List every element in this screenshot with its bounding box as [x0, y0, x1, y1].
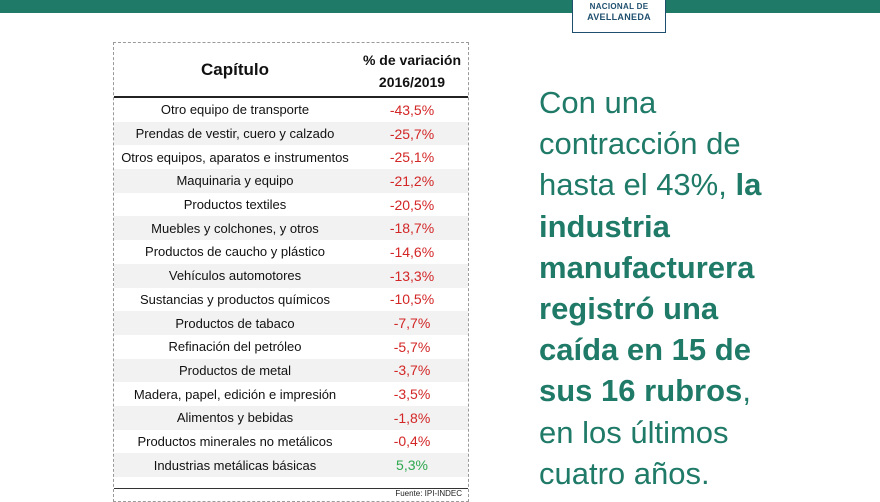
row-chapter: Sustancias y productos químicos	[139, 291, 331, 307]
header-variation-line1: % de variación	[362, 52, 462, 68]
headline-normal: Con una	[539, 85, 657, 120]
logo-line-2: AVELLANEDA	[587, 12, 651, 22]
table-row: Vehículos automotores -13,3%	[114, 263, 468, 288]
table-row: Otros equipos, aparatos e instrumentos -2…	[114, 145, 468, 169]
header-variation-line2: 2016/2019	[378, 74, 446, 90]
headline-line: caída en 15 de	[539, 329, 869, 370]
row-value: -21,2%	[389, 172, 435, 189]
table-row: Productos textiles -20,5%	[114, 193, 468, 217]
headline-line: registró una	[539, 288, 869, 329]
table-header: Capítulo % de variación 2016/2019	[114, 43, 468, 98]
table-row: Productos de caucho y plástico -14,6%	[114, 240, 468, 264]
headline-text: Con una contracción de hasta el 43%, la ind…	[539, 82, 869, 494]
university-logo: NACIONAL DE AVELLANEDA	[572, 0, 666, 33]
row-chapter: Productos textiles	[183, 197, 287, 213]
table-row: Maquinaria y equipo -21,2%	[114, 169, 468, 193]
headline-bold: la	[735, 167, 762, 203]
headline-normal: contracción de	[539, 126, 741, 162]
logo-line-1: NACIONAL DE	[589, 2, 649, 11]
row-value: -25,1%	[389, 149, 435, 166]
table-row: Alimentos y bebidas -1,8%	[114, 405, 468, 430]
headline-line: industria	[539, 206, 869, 247]
row-value: -0,4%	[393, 433, 431, 450]
header-variation: % de variación 2016/2019	[356, 49, 468, 93]
row-value: -10,5%	[389, 291, 435, 308]
row-value: -20,5%	[389, 196, 435, 213]
row-chapter: Maquinaria y equipo	[176, 173, 294, 189]
headline-line: Con una	[539, 82, 869, 123]
header-chapter: Capítulo	[201, 59, 269, 79]
row-chapter: Productos de caucho y plástico	[145, 244, 325, 260]
row-chapter: Prendas de vestir, cuero y calzado	[135, 126, 335, 142]
headline-bold: sus 16 rubros	[539, 373, 743, 409]
headline-line: manufacturera	[539, 247, 869, 288]
table-row: Muebles y colchones, y otros -18,7%	[114, 216, 468, 241]
table-body: Otro equipo de transporte -43,5% Prendas d…	[114, 98, 468, 477]
row-chapter: Madera, papel, edición e impresión	[133, 386, 337, 402]
row-value: -43,5%	[389, 101, 435, 118]
row-value: -3,7%	[393, 362, 431, 379]
row-chapter: Industrias metálicas básicas	[153, 457, 317, 473]
headline-bold: manufacturera	[539, 249, 755, 285]
headline-line: en los últimos	[539, 412, 869, 453]
top-bar	[0, 0, 880, 13]
table-row: Sustancias y productos químicos -10,5%	[114, 288, 468, 312]
headline-normal: cuatro años.	[539, 455, 710, 491]
source-note: Fuente: IPI-INDEC	[395, 489, 462, 498]
row-value: -7,7%	[393, 315, 431, 332]
headline-line: sus 16 rubros,	[539, 370, 869, 411]
table-row: Productos de metal -3,7%	[114, 358, 468, 383]
headline-bold: industria	[539, 208, 670, 244]
headline-tail: ,	[742, 373, 751, 409]
headline-normal: hasta el 43%,	[539, 167, 736, 203]
table-row: Refinación del petróleo -5,7%	[114, 335, 468, 359]
row-value: -3,5%	[393, 386, 431, 403]
headline-bold: caída en 15 de	[539, 332, 751, 368]
row-value: -18,7%	[389, 220, 435, 237]
headline-line: contracción de	[539, 123, 869, 164]
headline-bold: registró una	[539, 291, 719, 327]
row-chapter: Vehículos automotores	[168, 268, 302, 284]
table-row: Madera, papel, edición e impresión -3,5%	[114, 382, 468, 406]
row-chapter: Productos de tabaco	[175, 315, 295, 331]
table-row: Productos minerales no metálicos -0,4%	[114, 430, 468, 454]
headline-line: cuatro años.	[539, 453, 869, 494]
row-value: -14,6%	[389, 243, 435, 260]
row-chapter: Muebles y colchones, y otros	[151, 220, 319, 236]
table-row: Otro equipo de transporte -43,5%	[114, 98, 468, 122]
row-value: -13,3%	[389, 267, 435, 284]
headline-line: hasta el 43%, la	[539, 164, 869, 205]
headline-normal: en los últimos	[539, 414, 729, 450]
row-value: -5,7%	[393, 338, 431, 355]
row-chapter: Productos de metal	[178, 362, 291, 378]
variation-table: Capítulo % de variación 2016/2019 Otro e…	[113, 42, 469, 502]
table-row: Industrias metálicas básicas 5,3%	[114, 453, 468, 477]
row-chapter: Productos minerales no metálicos	[137, 433, 333, 449]
row-value: 5,3%	[396, 457, 428, 474]
row-chapter: Otro equipo de transporte	[160, 102, 310, 118]
row-value: -1,8%	[393, 409, 431, 426]
row-chapter: Refinación del petróleo	[168, 339, 302, 355]
table-row: Productos de tabaco -7,7%	[114, 311, 468, 335]
table-row: Prendas de vestir, cuero y calzado -25,7%	[114, 121, 468, 146]
row-chapter: Otros equipos, aparatos e instrumentos	[121, 149, 349, 165]
table-footer-line	[114, 488, 468, 489]
row-chapter: Alimentos y bebidas	[176, 410, 294, 426]
row-value: -25,7%	[389, 125, 435, 142]
